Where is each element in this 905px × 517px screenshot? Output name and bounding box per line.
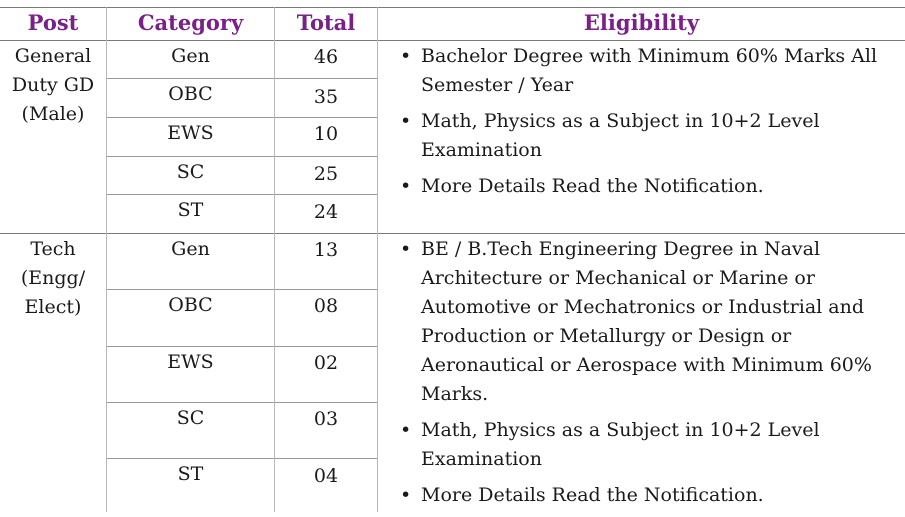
header-bottom-border <box>0 40 905 41</box>
total-cell: 08 <box>313 295 339 317</box>
column-divider <box>377 7 378 512</box>
row-divider <box>106 402 377 403</box>
category-cell: Gen <box>171 45 210 67</box>
column-divider <box>106 7 107 512</box>
post-name-line: Duty GD <box>11 74 95 96</box>
row-divider <box>106 458 377 459</box>
post-name-line: General <box>14 45 92 67</box>
row-divider <box>106 78 377 79</box>
eligibility-item: Math, Physics as a Subject in 10+2 Level… <box>396 107 905 165</box>
category-cell: OBC <box>168 294 213 316</box>
post-name-line: Tech <box>30 238 76 260</box>
post-name: General Duty GD (Male) <box>0 42 106 129</box>
category-cell: Gen <box>171 238 210 260</box>
header-eligibility: Eligibility <box>583 10 700 35</box>
top-border <box>0 7 905 8</box>
category-cell: EWS <box>167 122 214 144</box>
total-cell: 13 <box>313 239 339 261</box>
header-total: Total <box>296 10 356 35</box>
row-divider <box>106 117 377 118</box>
category-cell: SC <box>176 407 205 429</box>
total-cell: 25 <box>313 163 339 185</box>
total-cell: 03 <box>313 408 339 430</box>
post-name: Tech (Engg/ Elect) <box>0 235 106 322</box>
total-cell: 04 <box>313 465 339 487</box>
post-name-line: (Male) <box>21 103 85 125</box>
total-cell: 46 <box>313 46 339 68</box>
eligibility-item: More Details Read the Notification. <box>396 172 905 201</box>
category-cell: ST <box>177 199 204 221</box>
eligibility-item: Bachelor Degree with Minimum 60% Marks A… <box>396 42 905 100</box>
row-divider <box>106 289 377 290</box>
header-category: Category <box>137 10 244 35</box>
category-cell: OBC <box>168 83 213 105</box>
eligibility-item: Math, Physics as a Subject in 10+2 Level… <box>396 416 905 474</box>
total-cell: 24 <box>313 201 339 223</box>
eligibility-list: Bachelor Degree with Minimum 60% Marks A… <box>396 42 905 208</box>
header-post: Post <box>27 10 79 35</box>
row-divider <box>106 194 377 195</box>
eligibility-item: BE / B.Tech Engineering Degree in Naval … <box>396 235 905 409</box>
category-cell: ST <box>177 463 204 485</box>
total-cell: 02 <box>313 352 339 374</box>
category-cell: EWS <box>167 351 214 373</box>
category-cell: SC <box>176 161 205 183</box>
total-cell: 35 <box>313 86 339 108</box>
eligibility-item: More Details Read the Notification. <box>396 481 905 510</box>
section-divider <box>0 233 905 234</box>
post-name-line: Elect) <box>24 296 82 318</box>
eligibility-list: BE / B.Tech Engineering Degree in Naval … <box>396 235 905 517</box>
post-name-line: (Engg/ <box>20 267 86 289</box>
column-divider <box>274 7 275 512</box>
row-divider <box>106 156 377 157</box>
total-cell: 10 <box>313 123 339 145</box>
row-divider <box>106 346 377 347</box>
